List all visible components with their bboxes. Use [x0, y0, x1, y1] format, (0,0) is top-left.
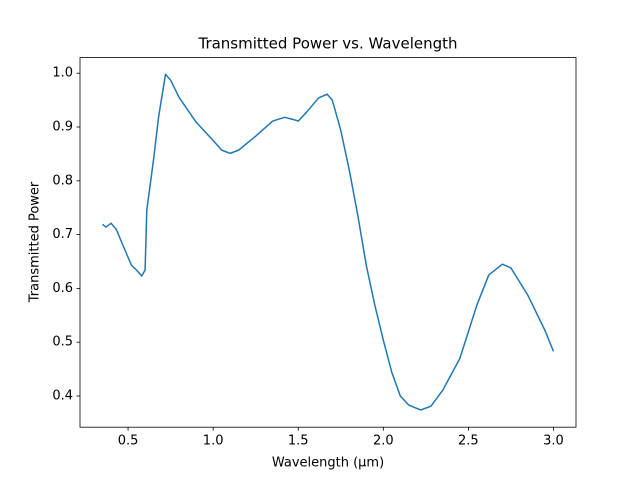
data-line — [102, 73, 555, 411]
x-tick-label: 1.5 — [288, 434, 309, 449]
axes-frame — [79, 57, 577, 428]
y-tick-label: 0.4 — [52, 388, 73, 403]
y-tick-label: 0.8 — [52, 173, 73, 188]
y-tick-label: 0.6 — [52, 281, 73, 296]
x-tick-label: 0.5 — [118, 434, 139, 449]
y-tick-label: 0.9 — [52, 120, 73, 135]
y-tick-label: 0.5 — [52, 335, 73, 350]
x-axis-label: Wavelength (µm) — [272, 456, 384, 471]
x-tick-label: 2.0 — [373, 434, 394, 449]
y-tick-label: 1.0 — [52, 66, 73, 81]
x-tick-label: 1.0 — [203, 434, 224, 449]
x-tick-label: 2.5 — [458, 434, 479, 449]
chart-title: Transmitted Power vs. Wavelength — [197, 35, 457, 53]
y-tick-label: 0.7 — [52, 227, 73, 242]
y-axis-label: Transmitted Power — [28, 181, 43, 303]
x-tick-label: 3.0 — [543, 434, 564, 449]
